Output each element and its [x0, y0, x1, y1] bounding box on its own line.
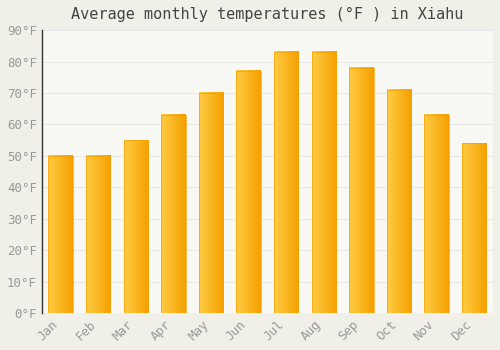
Bar [199, 93, 223, 313]
Bar [236, 71, 261, 313]
Bar [161, 115, 186, 313]
Bar [349, 68, 374, 313]
Bar [387, 90, 411, 313]
Bar [424, 115, 449, 313]
Title: Average monthly temperatures (°F ) in Xiahu: Average monthly temperatures (°F ) in Xi… [71, 7, 464, 22]
Bar [312, 52, 336, 313]
Bar [274, 52, 298, 313]
Bar [86, 156, 110, 313]
Bar [462, 143, 486, 313]
Bar [48, 156, 73, 313]
Bar [124, 140, 148, 313]
